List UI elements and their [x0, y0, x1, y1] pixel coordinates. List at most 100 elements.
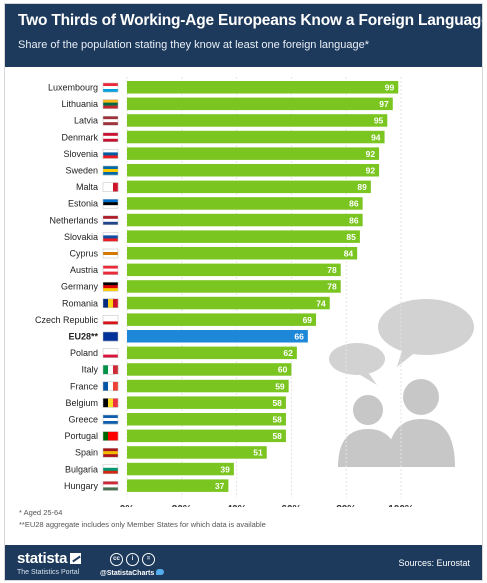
flag-stripe — [103, 265, 118, 269]
bar — [127, 280, 341, 293]
flag-stripe — [103, 454, 118, 458]
flag-stripe — [103, 172, 118, 176]
footnote-eu28: **EU28 aggregate includes only Member St… — [19, 520, 266, 529]
flag-stripe — [103, 351, 118, 355]
bar-value-label: 58 — [272, 431, 282, 441]
flag-stripe — [103, 249, 118, 253]
flag-stripe — [103, 116, 118, 120]
bar-value-label: 95 — [374, 116, 384, 126]
flag-stripe — [103, 202, 118, 206]
flag-stripe — [108, 365, 114, 375]
flag-stripe — [103, 421, 118, 425]
category-label: Malta — [76, 182, 98, 192]
flag-stripe — [103, 205, 118, 209]
flag-stripe — [103, 418, 118, 422]
bar — [127, 429, 286, 443]
flag-stripe — [103, 235, 118, 239]
bar — [127, 213, 363, 227]
category-label: Romania — [62, 298, 98, 308]
flag-border — [102, 481, 119, 491]
bar — [127, 396, 286, 409]
flag-stripe — [103, 149, 118, 153]
flag-icon — [102, 298, 119, 309]
twitter-handle[interactable]: @StatistaCharts — [100, 569, 165, 577]
flag-stripe — [103, 199, 118, 203]
flag-stripe — [103, 487, 118, 491]
flag-stripe — [108, 298, 114, 308]
flag-border — [102, 414, 119, 425]
flag-border — [102, 464, 119, 475]
bar — [127, 479, 229, 492]
flag-stripe — [103, 288, 118, 292]
flag-border — [102, 381, 119, 392]
flag-stripe — [103, 105, 118, 109]
bar-value-label: 85 — [346, 232, 356, 242]
x-tick-label: 40% — [227, 504, 247, 507]
x-axis-tick-labels: 0% 20% 40% 60% 80% 100% — [120, 504, 414, 507]
bar — [127, 114, 388, 127]
bar-value-label: 92 — [366, 166, 376, 176]
category-label: Germany — [61, 282, 99, 292]
flag-stripe — [103, 315, 118, 319]
bar-value-label: 58 — [272, 398, 282, 408]
sources-text: Sources: Eurostat — [398, 558, 470, 568]
flag-stripe — [103, 138, 118, 142]
flag-icon — [102, 265, 119, 275]
category-label: Poland — [70, 348, 98, 358]
bar-value-label: 39 — [220, 464, 230, 474]
bar — [127, 379, 289, 393]
twitter-handle-text[interactable]: @StatistaCharts — [100, 570, 155, 577]
bar-value-label: 37 — [215, 481, 225, 491]
flag-stripe — [103, 415, 118, 419]
flag-stripe — [103, 348, 118, 352]
flag-icon — [102, 315, 119, 325]
bar-value-label: 62 — [283, 348, 293, 358]
flag-stripe — [103, 271, 118, 275]
creative-commons-icons: cc i = — [110, 553, 155, 566]
flag-stripe — [108, 381, 114, 391]
speech-bubble-small-icon — [329, 343, 385, 375]
bar-value-label: 86 — [349, 215, 359, 225]
flag-icon — [102, 198, 119, 209]
flag-border — [102, 265, 119, 275]
category-labels: Luxembourg Lithuania Latvia Denmark Slovenia… — [35, 83, 99, 491]
bar — [127, 413, 286, 426]
flag-icon — [102, 331, 119, 342]
flag-border — [102, 132, 119, 143]
footer-banner: statista The Statistics Portal cc i = @S… — [5, 545, 482, 580]
flag-icon — [102, 248, 119, 259]
flag-stripe — [103, 484, 118, 488]
flag-stripe — [103, 238, 118, 242]
bar — [127, 296, 330, 310]
bar-value-label: 78 — [327, 282, 337, 292]
chart-subtitle: Share of the population stating they kno… — [18, 39, 370, 51]
bar — [127, 97, 393, 111]
flag-stripe — [108, 398, 114, 408]
flag-stripe — [113, 381, 119, 391]
flag-stripe — [103, 232, 118, 236]
speech-bubble-small-tail — [357, 371, 377, 385]
flag-border — [102, 248, 119, 259]
flag-stripe — [103, 318, 118, 322]
flag-icon — [102, 132, 119, 143]
flag-stripe — [103, 99, 118, 103]
flag-stripe — [103, 467, 118, 471]
bar — [127, 164, 380, 177]
bar — [127, 247, 358, 260]
flag-border — [102, 315, 119, 325]
flag-stripe — [103, 132, 118, 136]
flag-stripe — [103, 335, 118, 339]
bar — [127, 147, 380, 160]
flag-stripe — [103, 166, 118, 170]
statista-logo-icon — [70, 553, 82, 564]
flag-icon — [102, 414, 119, 425]
category-label: Luxembourg — [48, 83, 98, 93]
bar-value-label: 78 — [327, 265, 337, 275]
category-label: Spain — [75, 448, 98, 458]
x-tick-label: 80% — [336, 504, 356, 507]
flag-icon — [102, 149, 119, 159]
flag-icon — [102, 447, 119, 458]
flag-stripe — [103, 464, 118, 468]
header-banner: Two Thirds of Working-Age Europeans Know… — [5, 4, 482, 67]
flag-stripe — [103, 255, 118, 259]
